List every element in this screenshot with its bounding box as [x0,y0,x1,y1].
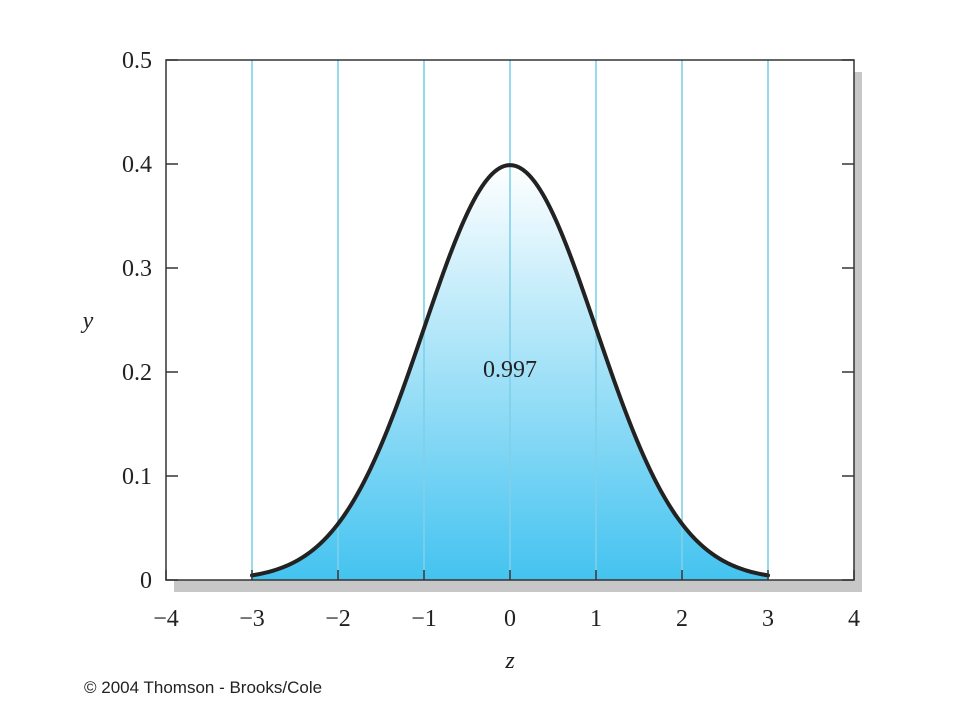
x-tick-label: −2 [325,606,351,632]
x-tick-label: 3 [762,606,774,632]
y-tick-label: 0.3 [122,256,152,282]
y-tick-label: 0.1 [122,464,152,490]
normal-curve-line [250,163,770,578]
y-tick-label: 0.4 [122,152,152,178]
y-tick-label: 0.2 [122,360,152,386]
y-tick-label: 0 [140,568,152,594]
x-tick-label: −4 [153,606,179,632]
x-tick-label: 0 [504,606,516,632]
y-tick-label: 0.5 [122,48,152,74]
x-tick-label: −1 [411,606,437,632]
x-tick-label: 4 [848,606,860,632]
shaded-area-label: 0.997 [483,357,537,383]
x-axis-label: z [504,648,515,674]
copyright-text: © 2004 Thomson - Brooks/Cole [84,678,323,697]
x-tick-label: 1 [590,606,602,632]
y-axis-label: y [81,308,94,334]
x-tick-label: −3 [239,606,265,632]
x-tick-label: 2 [676,606,688,632]
